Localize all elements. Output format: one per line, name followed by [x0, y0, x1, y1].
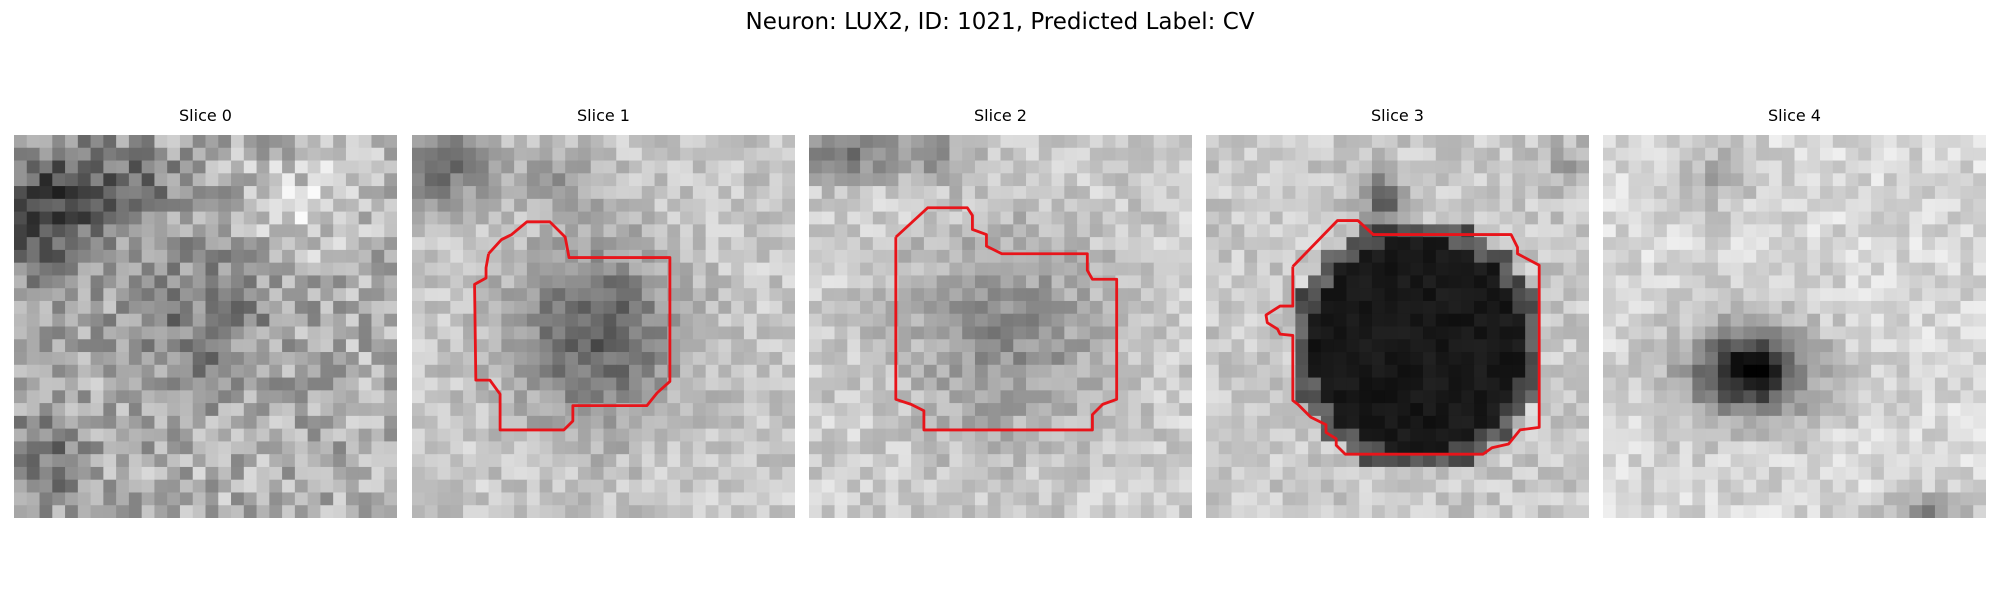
slice-image: [412, 135, 795, 518]
segmentation-contour: [894, 206, 1119, 432]
segmentation-contour: [473, 220, 672, 432]
slice-panel-3: Slice 3: [1206, 106, 1589, 518]
slice-image: [1603, 135, 1986, 518]
slice-panel-4: Slice 4: [1603, 106, 1986, 518]
slice-title: Slice 2: [974, 106, 1027, 125]
figure-title: Neuron: LUX2, ID: 1021, Predicted Label:…: [745, 9, 1255, 35]
slice-title: Slice 3: [1371, 106, 1424, 125]
slice-image: [809, 135, 1192, 518]
pixel-grid: [1206, 135, 1589, 518]
pixel-grid: [809, 135, 1192, 518]
pixel-grid: [1603, 135, 1986, 518]
segmentation-contour: [1264, 219, 1541, 456]
slice-title: Slice 4: [1768, 106, 1821, 125]
pixel-grid: [412, 135, 795, 518]
slice-title: Slice 0: [179, 106, 232, 125]
slice-title: Slice 1: [577, 106, 630, 125]
slice-image: [14, 135, 397, 518]
pixel-grid: [14, 135, 397, 518]
slice-panel-0: Slice 0: [14, 106, 397, 518]
slice-panel-1: Slice 1: [412, 106, 795, 518]
slice-panel-2: Slice 2: [809, 106, 1192, 518]
slice-image: [1206, 135, 1589, 518]
